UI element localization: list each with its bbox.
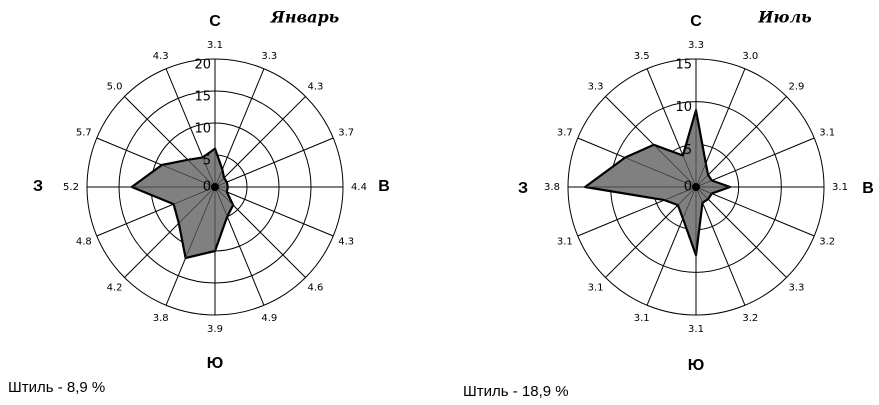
sector-label: 3.9 <box>207 324 223 335</box>
sector-label: 3.1 <box>207 40 223 51</box>
chart-title-january: Январь <box>270 8 339 27</box>
spoke-inner-july <box>695 163 707 188</box>
calm-note-july: Штиль - 18,9 % <box>463 383 569 400</box>
spoke-inner-july <box>677 186 697 206</box>
sector-label: 5.2 <box>63 182 79 193</box>
sector-label: 4.6 <box>307 282 323 293</box>
radial-tick-label: 5 <box>684 143 692 158</box>
direction-label-north: С <box>690 13 702 30</box>
spoke-inner-july <box>682 186 697 219</box>
spoke-inner-july <box>682 155 697 188</box>
spoke-inner-january <box>214 186 228 217</box>
sector-label: 3.1 <box>688 324 704 335</box>
spoke-inner-january <box>214 186 234 206</box>
sector-label: 3.3 <box>588 82 604 93</box>
spoke-inner-january <box>173 186 216 205</box>
calm-note-january: Штиль - 8,9 % <box>8 379 106 396</box>
sector-label: 3.1 <box>819 128 835 139</box>
spoke-july <box>695 186 787 278</box>
sector-label: 3.1 <box>634 313 650 324</box>
sector-label: 3.1 <box>557 236 573 247</box>
spoke-january <box>214 137 334 188</box>
direction-label-south: Ю <box>688 357 705 374</box>
sector-label: 4.4 <box>351 182 367 193</box>
center-dot-january <box>211 183 219 191</box>
sector-label: 3.8 <box>544 182 560 193</box>
sector-label: 3.1 <box>832 182 848 193</box>
sector-label: 3.3 <box>261 51 277 62</box>
direction-label-west: З <box>518 180 528 197</box>
radial-tick-label: 5 <box>203 154 211 169</box>
spoke-july <box>695 96 787 188</box>
sector-label: 3.7 <box>557 128 573 139</box>
spoke-inner-july <box>624 157 697 188</box>
sector-label: 3.7 <box>338 128 354 139</box>
direction-label-east: В <box>862 180 874 197</box>
radial-tick-label: 10 <box>675 100 692 115</box>
sector-label: 3.2 <box>819 236 835 247</box>
direction-label-east: В <box>378 178 390 195</box>
sector-label: 3.3 <box>688 40 704 51</box>
sector-label: 5.7 <box>76 128 92 139</box>
sector-label: 4.3 <box>153 51 169 62</box>
radial-tick-label: 10 <box>194 122 211 137</box>
spoke-inner-january <box>161 164 216 188</box>
wind-frequency-polygon-january <box>130 147 235 260</box>
sector-label: 4.8 <box>76 236 92 247</box>
sector-label: 2.9 <box>788 82 804 93</box>
sector-label: 3.5 <box>634 51 650 62</box>
sector-label: 4.3 <box>307 82 323 93</box>
radial-tick-label: 15 <box>194 90 211 105</box>
spoke-inner-january <box>185 186 216 259</box>
spoke-inner-july <box>664 186 697 201</box>
sector-label: 4.2 <box>107 282 123 293</box>
radial-tick-label: 20 <box>194 58 211 73</box>
wind-frequency-polygon-july <box>583 109 732 257</box>
spoke-inner-january <box>178 186 216 224</box>
spoke-january <box>214 186 334 237</box>
sector-label: 4.3 <box>338 236 354 247</box>
radial-tick-label: 0 <box>684 180 692 195</box>
spoke-january <box>214 96 306 188</box>
radial-tick-label: 0 <box>203 180 211 195</box>
spoke-july <box>695 137 815 188</box>
spoke-inner-july <box>653 144 697 188</box>
sector-label: 3.8 <box>153 313 169 324</box>
spoke-july <box>695 186 746 306</box>
spoke-january <box>214 68 265 188</box>
direction-label-north: С <box>209 13 221 30</box>
spoke-july <box>695 186 815 237</box>
direction-label-west: З <box>33 178 43 195</box>
chart-title-july: Июль <box>757 8 811 27</box>
direction-label-south: Ю <box>207 355 224 372</box>
sector-label: 5.0 <box>107 82 123 93</box>
sector-label: 3.3 <box>788 282 804 293</box>
sector-label: 4.9 <box>261 313 277 324</box>
radial-tick-label: 15 <box>675 58 692 73</box>
center-dot-july <box>692 183 700 191</box>
sector-label: 3.2 <box>742 313 758 324</box>
sector-label: 3.1 <box>588 282 604 293</box>
sector-label: 3.0 <box>742 51 758 62</box>
spoke-inner-january <box>202 157 216 188</box>
spoke-inner-january <box>187 159 216 188</box>
